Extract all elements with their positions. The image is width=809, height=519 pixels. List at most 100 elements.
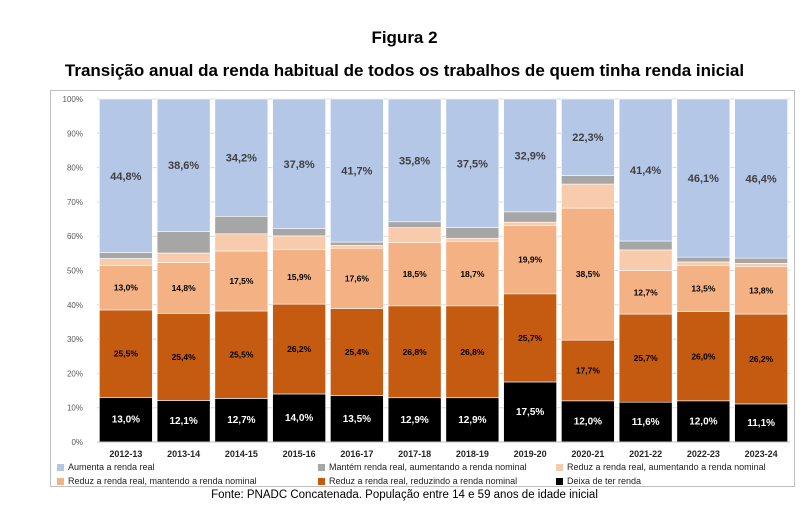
legend-item: Aumenta a renda real [57, 462, 155, 472]
bar-segment [214, 250, 269, 312]
data-label: 25,5% [114, 349, 139, 359]
data-label: 17,7% [576, 365, 601, 375]
bar-segment [445, 241, 500, 307]
bar-segment [330, 308, 384, 396]
y-tick-label: 0% [71, 438, 83, 447]
bar-segment [387, 242, 442, 307]
legend-label: Aumenta a renda real [68, 462, 155, 472]
bar-segment [272, 235, 326, 250]
bar-segment [503, 225, 557, 295]
bar-segment [156, 252, 211, 263]
legend-label: Reduz a renda real, mantendo a renda nom… [68, 476, 257, 486]
bar-segment [561, 339, 615, 402]
bar-segment [503, 211, 557, 223]
bar-segment [503, 98, 557, 213]
data-label: 12,9% [458, 415, 486, 426]
data-label: 13,5% [343, 414, 371, 425]
data-label: 13,0% [114, 283, 139, 293]
data-label: 37,5% [457, 158, 488, 170]
data-label: 25,4% [172, 352, 197, 362]
y-tick-label: 60% [67, 232, 83, 241]
bar-segment [214, 398, 269, 443]
bar-segment [272, 393, 326, 443]
data-label: 14,8% [172, 283, 197, 293]
bar-segment [734, 98, 788, 259]
bar-segment [272, 98, 326, 229]
data-label: 12,9% [400, 415, 428, 426]
x-category-label: 2019-20 [514, 449, 547, 459]
legend-label: Reduz a renda real, reduzindo a renda no… [329, 476, 518, 486]
data-label: 25,4% [345, 347, 370, 357]
data-label: 12,1% [169, 416, 197, 427]
bar-segment [387, 227, 442, 243]
legend-label: Deixa de ter renda [567, 476, 642, 486]
data-label: 25,7% [634, 353, 659, 363]
data-label: 17,6% [345, 273, 370, 283]
data-label: 13,8% [749, 285, 774, 295]
bar-segment [676, 400, 731, 443]
x-category-label: 2014-15 [225, 449, 258, 459]
chart-title: Transição anual da renda habitual de tod… [64, 61, 745, 80]
data-label: 17,5% [229, 276, 254, 286]
bar-segment [99, 258, 153, 266]
bar-segment [445, 237, 500, 242]
bar-segment [214, 310, 269, 399]
data-label: 14,0% [285, 413, 313, 424]
y-tick-label: 100% [63, 95, 83, 104]
y-tick-label: 30% [67, 335, 83, 344]
bar-segment [618, 240, 673, 251]
bar-segment [387, 98, 442, 223]
bar-segment [734, 262, 788, 268]
bar-segment [330, 395, 384, 443]
legend-item: Mantém renda real, aumentando a renda no… [318, 462, 527, 472]
y-tick-label: 80% [67, 164, 83, 173]
data-label: 38,5% [576, 269, 601, 279]
data-label: 12,0% [689, 416, 717, 427]
bar-segment [618, 98, 673, 242]
bar-segment [734, 403, 788, 443]
bar-segment [387, 221, 442, 228]
data-label: 41,4% [630, 165, 661, 177]
legend-label: Reduz a renda real, aumentando a renda n… [567, 462, 766, 472]
bar-segment [214, 233, 269, 252]
y-tick-label: 10% [67, 404, 83, 413]
chart-frame [50, 90, 795, 487]
data-label: 22,3% [572, 132, 603, 144]
y-tick-label: 70% [67, 198, 83, 207]
x-category-label: 2017-18 [398, 449, 431, 459]
bar-segment [99, 265, 153, 311]
bar-segment [618, 313, 673, 403]
bar-segment [676, 311, 731, 402]
bar-segment [387, 305, 442, 399]
data-label: 19,9% [518, 255, 543, 265]
bar-segment [330, 245, 384, 249]
data-label: 35,8% [399, 155, 430, 167]
data-label: 32,9% [515, 150, 546, 162]
bar-segment [214, 98, 269, 217]
data-label: 18,5% [403, 269, 428, 279]
bar-segment [445, 227, 500, 239]
bar-segment [99, 309, 153, 398]
data-label: 15,9% [287, 272, 312, 282]
bar-segment [99, 397, 153, 443]
x-category-label: 2018-19 [456, 449, 489, 459]
data-label: 12,7% [634, 287, 659, 297]
bar-segment [387, 397, 442, 443]
bar-segment [561, 183, 615, 209]
data-label: 26,2% [287, 344, 312, 354]
legend-swatch [57, 463, 64, 471]
bar-segment [618, 249, 673, 271]
bar-segment [734, 313, 788, 405]
data-label: 38,6% [168, 160, 199, 172]
bar-segment [272, 228, 326, 237]
data-label: 26,8% [403, 347, 428, 357]
legend-item: Reduz a renda real, reduzindo a renda no… [318, 476, 517, 486]
data-label: 12,7% [227, 415, 255, 426]
bar-segment [676, 256, 731, 263]
bar-segment [156, 98, 211, 232]
data-label: 13,0% [112, 415, 140, 426]
x-category-label: 2022-23 [687, 449, 720, 459]
bar-segment [561, 207, 615, 341]
bar-segment [156, 231, 211, 254]
bar-segment [561, 98, 615, 176]
